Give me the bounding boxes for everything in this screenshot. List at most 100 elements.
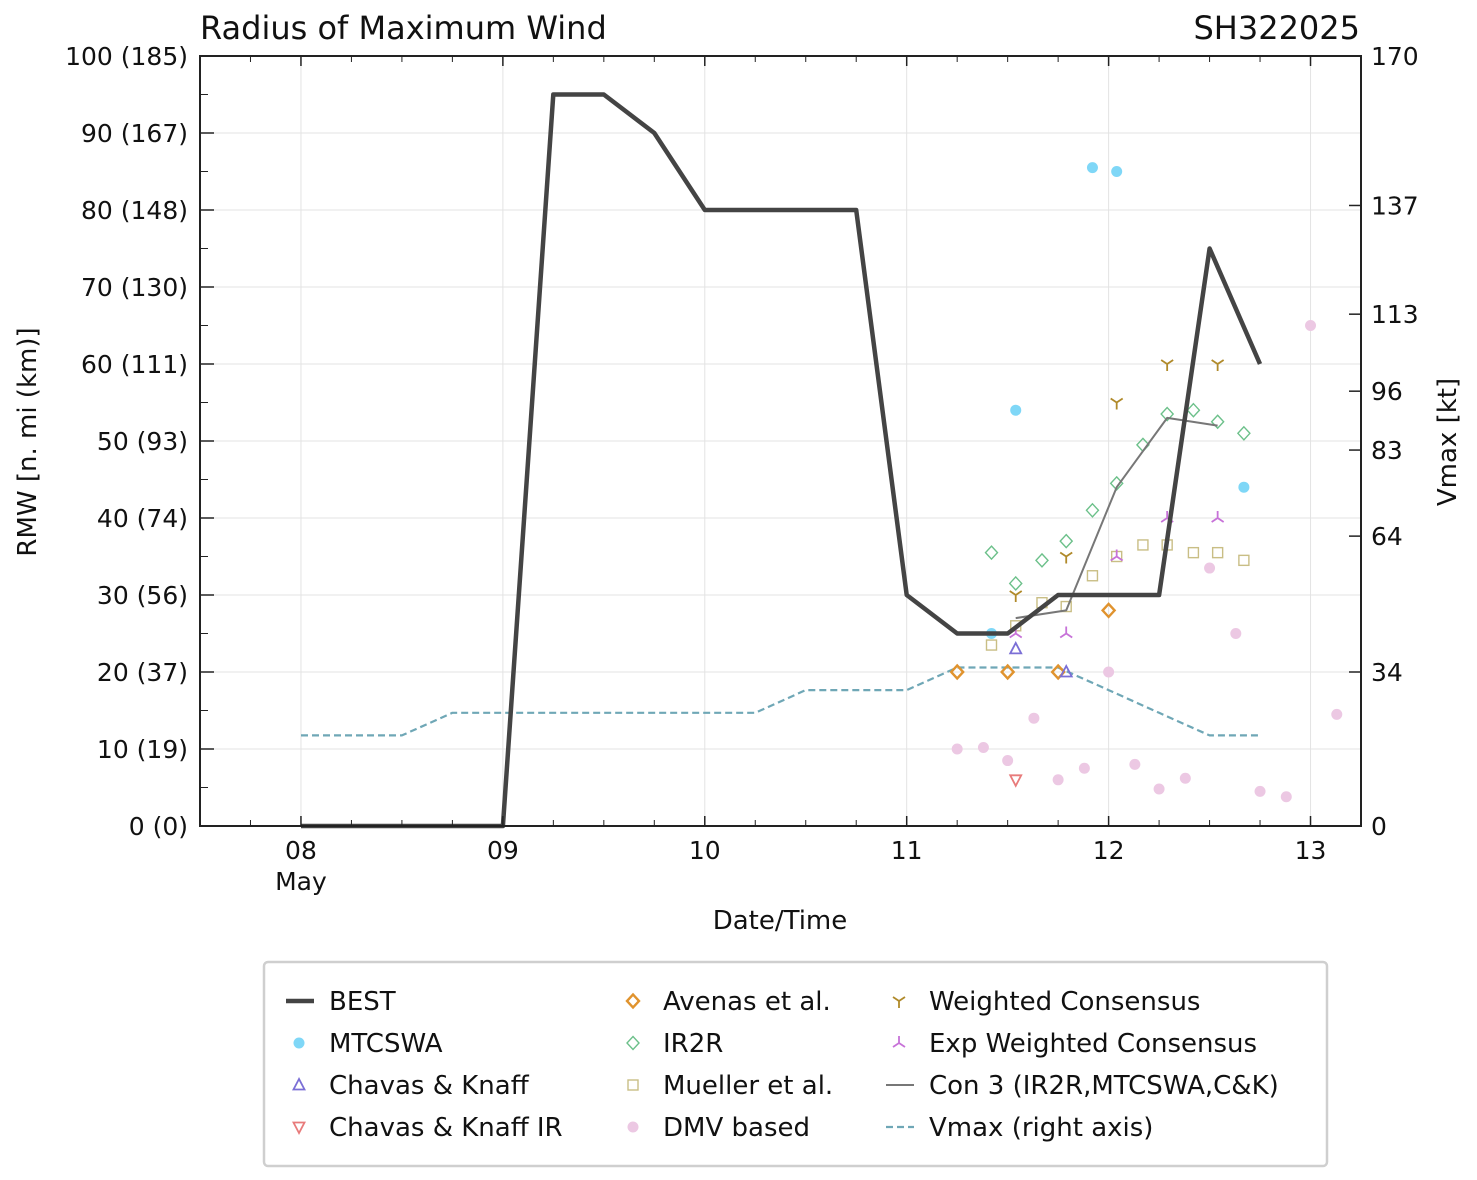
- avenas-et-al-point: [1050, 663, 1066, 681]
- best-line: [301, 92, 1263, 829]
- series-dmv-based: [951, 320, 1343, 803]
- legend-swatch: [293, 1037, 305, 1049]
- chavas-knaff-point: [1059, 664, 1074, 678]
- y-tick-label: 10 (19): [97, 735, 188, 764]
- chavas-knaff-point: [1008, 640, 1023, 655]
- ir2r-point: [1236, 425, 1251, 441]
- y-tick-label: 100 (185): [65, 42, 188, 71]
- y-right-tick-label: 96: [1371, 377, 1403, 406]
- dmv-based-point: [1052, 774, 1064, 786]
- dmv-based-point: [1280, 791, 1292, 803]
- legend-entry-weighted-consensus: Weighted Consensus: [892, 987, 1200, 1017]
- series-chavas-knaff: [1008, 640, 1074, 678]
- chavas-knaff-ir-point: [1008, 774, 1023, 788]
- x-tick-sublabel: May: [275, 867, 327, 896]
- y-right-tick-label: 34: [1371, 658, 1403, 687]
- mueller-et-al-point: [1187, 546, 1200, 559]
- x-tick-label: 12: [1093, 836, 1125, 865]
- legend-swatch: [292, 1077, 306, 1091]
- y-tick-label: 70 (130): [81, 273, 188, 302]
- legend-swatch: [892, 996, 906, 1008]
- legend-entry-vmax-right-axis: Vmax (right axis): [886, 1113, 1153, 1143]
- mueller-et-al-point: [1238, 554, 1250, 567]
- x-axis-label: Date/Time: [713, 906, 848, 936]
- storm-id: SH322025: [1193, 9, 1360, 47]
- mueller-et-al-point: [1060, 600, 1072, 613]
- legend-swatch: [292, 1121, 306, 1135]
- x-tick-label: 08: [285, 836, 317, 865]
- series-exp-weighted-consensus: [1009, 511, 1225, 639]
- mueller-et-al-point: [1211, 546, 1224, 559]
- weighted-consensus-point: [1110, 397, 1124, 410]
- dmv-based-point: [977, 741, 989, 753]
- legend-label: Exp Weighted Consensus: [929, 1029, 1257, 1059]
- chart-title: Radius of Maximum Wind: [200, 9, 607, 47]
- y-tick-label: 50 (93): [97, 427, 188, 456]
- avenas-et-al-point: [1000, 663, 1016, 681]
- legend-swatch: [626, 1035, 640, 1051]
- y-tick-label: 0 (0): [129, 812, 188, 841]
- mueller-et-al-point: [1086, 570, 1099, 582]
- y-tick-label: 60 (111): [81, 350, 188, 379]
- y-right-tick-label: 83: [1371, 436, 1403, 465]
- legend-entry-exp-weighted-consensus: Exp Weighted Consensus: [892, 1029, 1257, 1059]
- dmv-based-point: [1230, 628, 1242, 639]
- avenas-et-al-point: [949, 663, 965, 681]
- y-axis-right-label: Vmax [kt]: [1433, 378, 1463, 506]
- legend-entry-dmv-based: DMV based: [627, 1113, 810, 1143]
- dmv-based-point: [1305, 320, 1317, 331]
- dmv-based-point: [1129, 758, 1141, 770]
- mtcswa-point: [1111, 166, 1123, 177]
- exp-weighted-consensus-point: [1110, 549, 1124, 562]
- legend-label: MTCSWA: [329, 1029, 443, 1059]
- y-tick-label: 30 (56): [97, 581, 188, 610]
- ir2r-point: [984, 545, 999, 561]
- ir2r-point: [1160, 406, 1175, 422]
- mtcswa-point: [1086, 162, 1098, 174]
- legend: BEST MTCSWA Chavas & Knaff Chavas & Knaff I…: [262, 960, 1329, 1168]
- ir2r-point: [1186, 402, 1201, 418]
- legend-entry-avenas-et-al: Avenas et al.: [625, 987, 831, 1017]
- legend-entry-best: BEST: [286, 987, 396, 1017]
- y-right-tick-label: 0: [1371, 812, 1387, 841]
- ir2r-point: [1008, 575, 1023, 591]
- legend-swatch: [627, 1079, 639, 1091]
- weighted-consensus-point: [1009, 590, 1023, 602]
- weighted-consensus-point: [1059, 551, 1073, 564]
- exp-weighted-consensus-point: [1211, 511, 1225, 523]
- y-tick-label: 80 (148): [81, 196, 188, 225]
- legend-swatch: [892, 1036, 906, 1048]
- y-tick-label: 20 (37): [97, 658, 188, 687]
- legend-label: Avenas et al.: [663, 987, 831, 1017]
- legend-label: IR2R: [663, 1029, 723, 1059]
- dmv-based-point: [1204, 562, 1216, 574]
- legend-box: [262, 960, 1329, 1168]
- legend-entry-chavas-knaff-ir: Chavas & Knaff IR: [292, 1113, 563, 1143]
- legend-label: Con 3 (IR2R,MTCSWA,C&K): [929, 1071, 1279, 1101]
- y-right-tick-label: 137: [1371, 191, 1419, 220]
- dmv-based-point: [951, 743, 963, 755]
- mueller-et-al-point: [985, 639, 998, 651]
- legend-entry-mtcswa: MTCSWA: [293, 1029, 443, 1059]
- y-right-tick-label: 64: [1371, 522, 1403, 551]
- legend-label: DMV based: [663, 1113, 810, 1143]
- y-tick-label: 90 (167): [81, 119, 188, 148]
- weighted-consensus-point: [1211, 359, 1225, 371]
- ir2r-point: [1210, 414, 1225, 430]
- series-weighted-consensus: [1009, 359, 1225, 602]
- series-avenas-et-al: [949, 602, 1117, 681]
- dmv-based-point: [1254, 785, 1266, 797]
- legend-label: Mueller et al.: [663, 1071, 833, 1101]
- series-chavas-knaff-ir: [1008, 774, 1023, 788]
- legend-label: BEST: [329, 987, 396, 1017]
- exp-weighted-consensus-point: [1059, 626, 1073, 639]
- weighted-consensus-point: [1160, 359, 1174, 371]
- legend-entry-mueller-et-al: Mueller et al.: [627, 1071, 833, 1101]
- dmv-based-point: [1002, 755, 1014, 767]
- series-best: [301, 92, 1263, 829]
- ir2r-point: [1035, 552, 1049, 568]
- ir2r-point: [1085, 502, 1100, 518]
- mueller-et-al-point: [1137, 539, 1149, 551]
